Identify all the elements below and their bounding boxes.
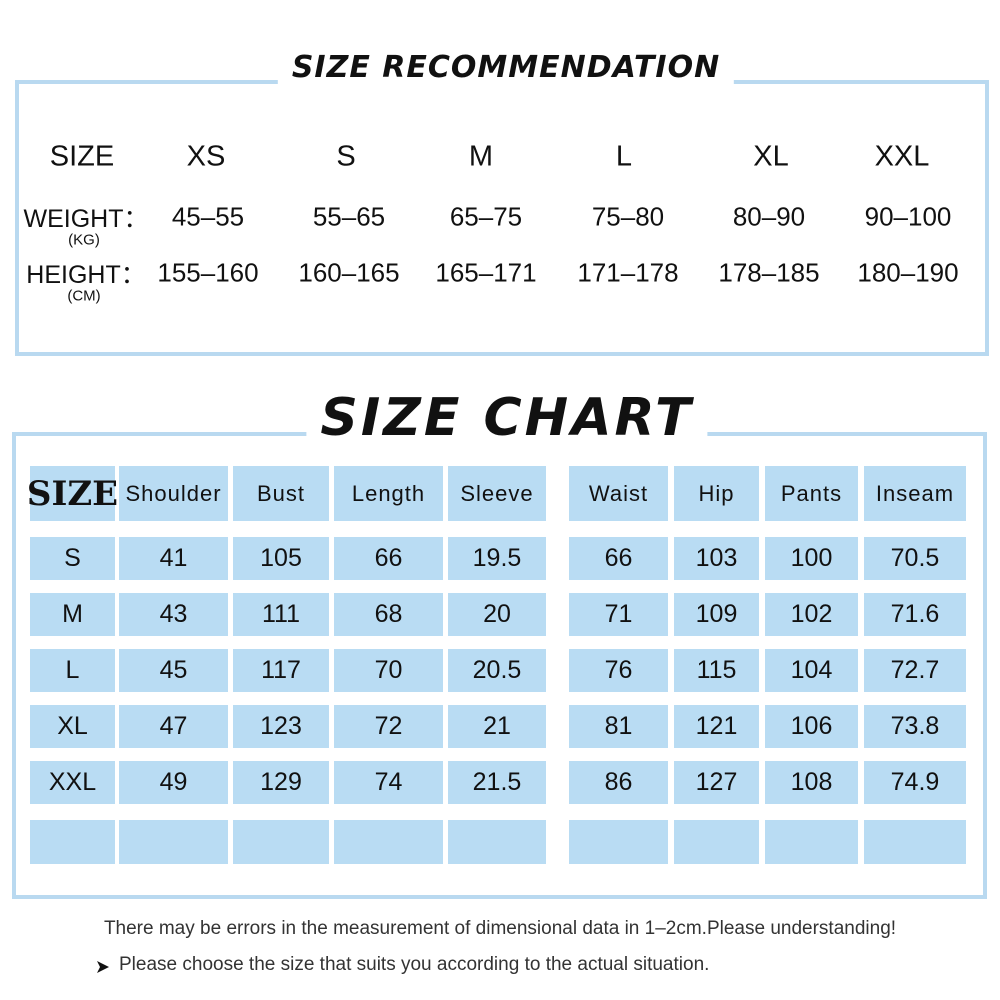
empty-cell: [569, 820, 668, 864]
size-label: XL: [753, 140, 789, 173]
height-value: 160–165: [298, 257, 400, 288]
header-cell: Inseam: [864, 466, 966, 521]
arrow-icon: [97, 961, 109, 973]
header-cell: Waist: [569, 466, 668, 521]
value-cell: 21.5: [448, 761, 546, 804]
empty-cell: [334, 820, 443, 864]
height-value: 155–160: [157, 257, 259, 288]
value-cell: 81: [569, 705, 668, 748]
weight-value: 80–90: [732, 201, 806, 232]
height-unit: (CM): [67, 287, 101, 305]
chart-title: SIZE CHART: [306, 388, 708, 448]
header-cell: Hip: [674, 466, 759, 521]
weight-value: 75–80: [591, 201, 665, 232]
value-cell: 121: [674, 705, 759, 748]
height-label: HEIGHT：: [26, 261, 146, 289]
value-cell: 70: [334, 649, 443, 692]
value-cell: 68: [334, 593, 443, 636]
height-value: 171–178: [577, 257, 679, 288]
weight-value: 65–75: [449, 201, 523, 232]
header-cell: Length: [334, 466, 443, 521]
note: There may be errors in the measurement o…: [103, 918, 897, 939]
recommendation-title: SIZE RECOMMENDATION: [277, 50, 735, 85]
value-cell: 43: [119, 593, 228, 636]
value-cell: 123: [233, 705, 329, 748]
value-cell: 20.5: [448, 649, 546, 692]
weight-unit: (KG): [68, 231, 100, 249]
value-cell: 74: [334, 761, 443, 804]
size-cell: L: [30, 649, 115, 692]
value-cell: 76: [569, 649, 668, 692]
value-cell: 72: [334, 705, 443, 748]
value-cell: 49: [119, 761, 228, 804]
size-label: XXL: [874, 140, 930, 173]
size-cell: XXL: [30, 761, 115, 804]
weight-value: 90–100: [864, 201, 952, 232]
empty-cell: [765, 820, 858, 864]
note: Please choose the size that suits you ac…: [119, 954, 710, 975]
height-value: 165–171: [435, 257, 537, 288]
value-cell: 117: [233, 649, 329, 692]
header-cell: Shoulder: [119, 466, 228, 521]
empty-cell: [864, 820, 966, 864]
value-cell: 47: [119, 705, 228, 748]
header-cell: Sleeve: [448, 466, 546, 521]
header-cell: SIZE: [27, 466, 118, 521]
value-cell: 41: [119, 537, 228, 580]
empty-cell: [233, 820, 329, 864]
value-cell: 73.8: [864, 705, 966, 748]
value-cell: 72.7: [864, 649, 966, 692]
value-cell: 74.9: [864, 761, 966, 804]
value-cell: 70.5: [864, 537, 966, 580]
size-label: XS: [186, 140, 226, 173]
empty-cell: [448, 820, 546, 864]
empty-cell: [119, 820, 228, 864]
value-cell: 66: [569, 537, 668, 580]
value-cell: 105: [233, 537, 329, 580]
size-cell: S: [30, 537, 115, 580]
header-cell: Bust: [233, 466, 329, 521]
value-cell: 109: [674, 593, 759, 636]
value-cell: 45: [119, 649, 228, 692]
weight-label: WEIGHT：: [23, 205, 149, 233]
value-cell: 71.6: [864, 593, 966, 636]
value-cell: 129: [233, 761, 329, 804]
value-cell: 115: [674, 649, 759, 692]
value-cell: 108: [765, 761, 858, 804]
value-cell: 127: [674, 761, 759, 804]
value-cell: 106: [765, 705, 858, 748]
value-cell: 111: [233, 593, 329, 636]
header-cell: Pants: [765, 466, 858, 521]
empty-cell: [30, 820, 115, 864]
value-cell: 21: [448, 705, 546, 748]
size-cell: M: [30, 593, 115, 636]
value-cell: 71: [569, 593, 668, 636]
value-cell: 19.5: [448, 537, 546, 580]
size-label: M: [468, 140, 494, 173]
weight-value: 45–55: [171, 201, 245, 232]
size-label: L: [615, 140, 633, 173]
size-cell: XL: [30, 705, 115, 748]
value-cell: 20: [448, 593, 546, 636]
value-cell: 86: [569, 761, 668, 804]
height-value: 178–185: [718, 257, 820, 288]
value-cell: 104: [765, 649, 858, 692]
size-label: SIZE: [49, 140, 115, 173]
value-cell: 100: [765, 537, 858, 580]
weight-value: 55–65: [312, 201, 386, 232]
value-cell: 102: [765, 593, 858, 636]
value-cell: 66: [334, 537, 443, 580]
size-label: S: [336, 140, 356, 173]
value-cell: 103: [674, 537, 759, 580]
height-value: 180–190: [857, 257, 959, 288]
empty-cell: [674, 820, 759, 864]
